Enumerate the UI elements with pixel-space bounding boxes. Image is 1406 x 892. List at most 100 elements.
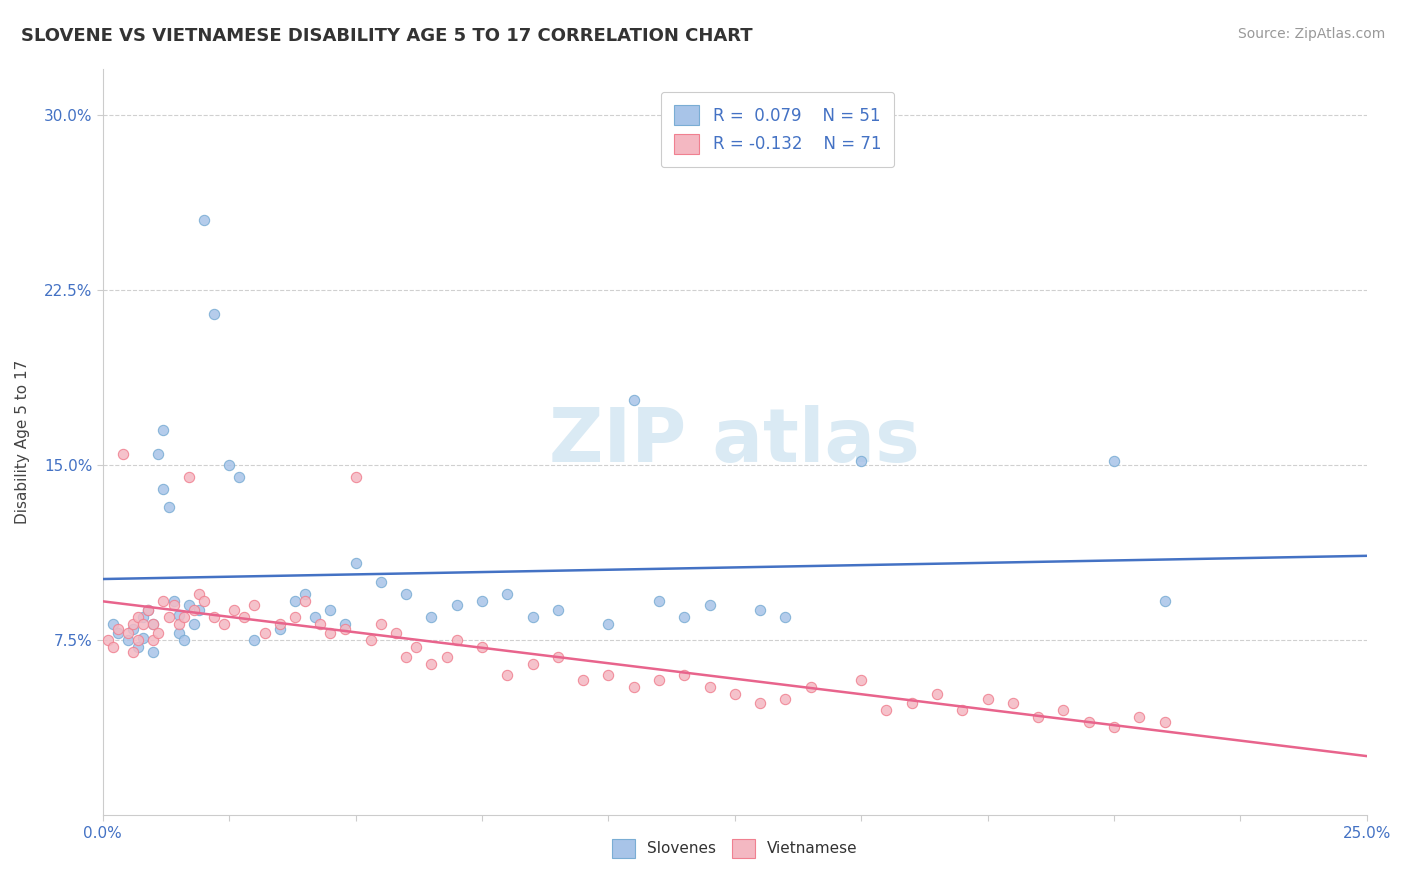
Point — [107, 622, 129, 636]
Point — [152, 423, 174, 437]
Point — [436, 649, 458, 664]
Point — [370, 574, 392, 589]
Point — [284, 593, 307, 607]
Point — [193, 593, 215, 607]
Point — [547, 603, 569, 617]
Point — [319, 626, 342, 640]
Point — [132, 610, 155, 624]
Point — [284, 610, 307, 624]
Point — [1153, 593, 1175, 607]
Point — [395, 649, 418, 664]
Point — [496, 586, 519, 600]
Point — [1102, 720, 1125, 734]
Point — [976, 691, 998, 706]
Point — [344, 556, 367, 570]
Point — [142, 616, 165, 631]
Point — [152, 593, 174, 607]
Point — [233, 610, 256, 624]
Point — [183, 616, 205, 631]
Point — [1102, 453, 1125, 467]
Point — [775, 610, 797, 624]
Point — [335, 616, 357, 631]
Point — [187, 603, 209, 617]
Point — [547, 649, 569, 664]
Point — [136, 603, 159, 617]
Point — [177, 599, 200, 613]
Point — [148, 626, 170, 640]
Point — [132, 616, 155, 631]
Point — [294, 593, 316, 607]
Point — [699, 599, 721, 613]
Point — [648, 593, 671, 607]
Point — [193, 213, 215, 227]
Point — [309, 616, 332, 631]
Point — [122, 616, 145, 631]
Point — [749, 696, 772, 710]
Point — [243, 633, 266, 648]
Legend: Slovenes, Vietnamese: Slovenes, Vietnamese — [606, 833, 863, 863]
Point — [876, 703, 898, 717]
Point — [97, 633, 120, 648]
Point — [522, 657, 544, 671]
Point — [218, 458, 240, 473]
Point — [117, 633, 139, 648]
Point — [1077, 714, 1099, 729]
Point — [648, 673, 671, 687]
Point — [335, 622, 357, 636]
Point — [385, 626, 408, 640]
Point — [1052, 703, 1074, 717]
Point — [598, 616, 620, 631]
Point — [304, 610, 326, 624]
Point — [800, 680, 823, 694]
Point — [177, 470, 200, 484]
Point — [775, 691, 797, 706]
Text: Source: ZipAtlas.com: Source: ZipAtlas.com — [1237, 27, 1385, 41]
Point — [127, 633, 149, 648]
Point — [851, 673, 873, 687]
Point — [395, 586, 418, 600]
Point — [142, 645, 165, 659]
Y-axis label: Disability Age 5 to 17: Disability Age 5 to 17 — [15, 359, 30, 524]
Point — [212, 616, 235, 631]
Point — [925, 687, 948, 701]
Point — [405, 640, 427, 655]
Point — [157, 610, 180, 624]
Point — [420, 657, 443, 671]
Point — [294, 586, 316, 600]
Point — [112, 446, 135, 460]
Point — [420, 610, 443, 624]
Point — [950, 703, 973, 717]
Point — [187, 586, 209, 600]
Point — [167, 616, 190, 631]
Text: SLOVENE VS VIETNAMESE DISABILITY AGE 5 TO 17 CORRELATION CHART: SLOVENE VS VIETNAMESE DISABILITY AGE 5 T… — [21, 27, 752, 45]
Point — [749, 603, 772, 617]
Point — [1153, 714, 1175, 729]
Point — [167, 607, 190, 622]
Point — [319, 603, 342, 617]
Point — [699, 680, 721, 694]
Point — [127, 610, 149, 624]
Point — [122, 645, 145, 659]
Point — [132, 631, 155, 645]
Point — [148, 446, 170, 460]
Point — [152, 482, 174, 496]
Point — [471, 640, 494, 655]
Point — [522, 610, 544, 624]
Point — [101, 640, 124, 655]
Point — [162, 593, 184, 607]
Point — [202, 307, 225, 321]
Point — [471, 593, 494, 607]
Point — [107, 626, 129, 640]
Point — [598, 668, 620, 682]
Point — [224, 603, 246, 617]
Point — [572, 673, 595, 687]
Point — [122, 622, 145, 636]
Point — [269, 622, 291, 636]
Point — [1128, 710, 1150, 724]
Point — [183, 603, 205, 617]
Point — [724, 687, 747, 701]
Point — [162, 599, 184, 613]
Point — [173, 610, 195, 624]
Point — [142, 633, 165, 648]
Point — [269, 616, 291, 631]
